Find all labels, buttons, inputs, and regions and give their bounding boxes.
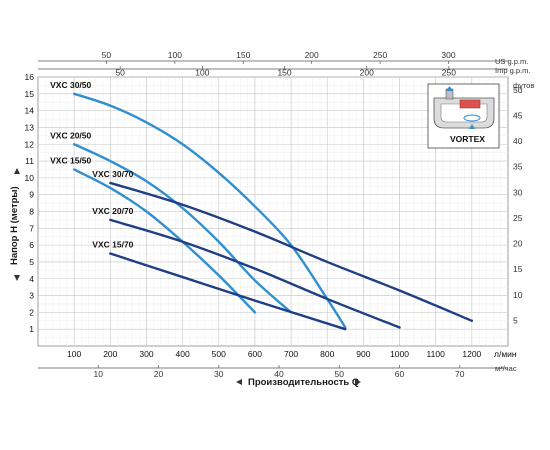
x-axis-title: Производительность Q <box>248 377 359 388</box>
x-tick-label: 500 <box>212 349 226 359</box>
us-tick-label: 150 <box>236 50 250 60</box>
us-tick-label: 250 <box>373 50 387 60</box>
m3-tick-label: 70 <box>455 369 465 379</box>
m3-tick-label: 20 <box>154 369 164 379</box>
y2-unit-label: футов <box>513 81 534 90</box>
series-line-vxc-30-70 <box>109 181 474 322</box>
y-tick-label: 16 <box>25 72 35 82</box>
x-tick-label: 1200 <box>462 349 481 359</box>
inlet-swirl-icon <box>463 114 481 122</box>
y-axis-arrows <box>14 168 20 281</box>
y-tick-label: 9 <box>29 190 34 200</box>
y2-tick-label: 45 <box>513 110 523 120</box>
x-tick-label: 200 <box>103 349 117 359</box>
series-line-vxc-15-70 <box>109 252 347 331</box>
y-tick-label: 14 <box>25 106 35 116</box>
inset-label: VORTEX <box>450 134 485 144</box>
x-axis-arrow-right <box>355 379 361 385</box>
y2-tick-label: 25 <box>513 213 523 223</box>
us-tick-label: 200 <box>305 50 319 60</box>
y-axis-arrow-down <box>14 275 20 281</box>
flow-arrow-up-icon <box>446 86 453 91</box>
x-axis-arrow-left <box>236 379 242 385</box>
series-label-vxc-20-70: VXC 20/70 <box>92 206 133 216</box>
y2-tick-label: 20 <box>513 239 523 249</box>
series-label-vxc-30-50: VXC 30/50 <box>50 80 91 90</box>
y2-tick-label: 50 <box>513 85 523 95</box>
us-tick-label: 50 <box>102 50 112 60</box>
y-tick-label: 13 <box>25 122 35 132</box>
impeller-icon <box>459 99 481 109</box>
y2-axis-ticks: 5 10 15 20 25 30 35 40 45 50 <box>513 85 523 326</box>
x-tick-label: 800 <box>320 349 334 359</box>
y-tick-label: 3 <box>29 291 34 301</box>
x-unit-label: л/мин <box>494 349 517 359</box>
imp-tick-label: 50 <box>115 68 125 78</box>
imp-tick-label: 150 <box>277 68 291 78</box>
series-label-vxc-15-70: VXC 15/70 <box>92 240 133 250</box>
y2-tick-label: 35 <box>513 162 523 172</box>
x-tick-label: 400 <box>176 349 190 359</box>
y-tick-label: 4 <box>29 274 34 284</box>
y-tick-label: 6 <box>29 240 34 250</box>
y-tick-label: 5 <box>29 257 34 267</box>
x-tick-label: 900 <box>356 349 370 359</box>
pump-chamber-icon <box>440 103 488 123</box>
imp-unit-label: Imp g.p.m. <box>495 66 530 75</box>
y2-tick-label: 30 <box>513 187 523 197</box>
flow-arrow-inlet-icon <box>469 124 475 129</box>
vortex-inset: VORTEX <box>427 83 500 149</box>
m3-tick-label: 40 <box>274 369 284 379</box>
y2-tick-label: 5 <box>513 315 518 325</box>
m3-tick-label: 30 <box>214 369 224 379</box>
series-label-vxc-20-50: VXC 20/50 <box>50 130 91 140</box>
series-lines <box>72 92 474 331</box>
series-line-vxc-20-50 <box>72 143 293 314</box>
x-tick-label: 600 <box>248 349 262 359</box>
us-unit-label: US g.p.m. <box>495 57 528 66</box>
x-axis-arrows <box>236 379 361 385</box>
y-tick-label: 7 <box>29 223 34 233</box>
x-tick-label: 300 <box>139 349 153 359</box>
y-tick-label: 11 <box>25 156 34 166</box>
series-line-vxc-30-50 <box>72 92 347 329</box>
imp-tick-label: 250 <box>442 68 456 78</box>
y2-tick-label: 15 <box>513 264 523 274</box>
series-label-vxc-30-70: VXC 30/70 <box>92 169 133 179</box>
y-tick-label: 15 <box>25 89 35 99</box>
x-tick-label: 1100 <box>427 349 446 359</box>
us-tick-label: 100 <box>168 50 182 60</box>
m3-tick-label: 60 <box>395 369 405 379</box>
y-axis-arrow-up <box>14 168 20 174</box>
x-tick-label: 100 <box>67 349 81 359</box>
y2-tick-label: 40 <box>513 136 523 146</box>
imp-tick-group: 50 100 150 200 250 <box>115 66 456 78</box>
y-tick-label: 1 <box>29 324 34 334</box>
series-line-vxc-20-70 <box>109 218 401 329</box>
imp-tick-label: 100 <box>195 68 209 78</box>
us-tick-label: 300 <box>441 50 455 60</box>
m3-tick-label: 50 <box>335 369 345 379</box>
us-tick-group: 50 100 150 200 250 300 <box>102 50 456 64</box>
top-axes: 50 100 150 200 250 300 50 100 150 200 250 US g.p.… <box>38 50 530 78</box>
x-axis-ticks: 100 200 300 400 500 600 700 800 900 1000 1100 1200 <box>67 349 482 359</box>
y2-tick-label: 10 <box>513 290 523 300</box>
m3-unit-label: м³/час <box>495 364 517 373</box>
y-axis-title: Напор H (метры) <box>9 186 20 265</box>
series-line-vxc-15-50 <box>72 168 257 314</box>
y-tick-label: 10 <box>25 173 35 183</box>
y-tick-label: 8 <box>29 207 34 217</box>
series-label-vxc-15-50: VXC 15/50 <box>50 155 91 165</box>
y-tick-label: 12 <box>25 139 35 149</box>
x-tick-label: 700 <box>284 349 298 359</box>
m3-tick-label: 10 <box>94 369 104 379</box>
m3-tick-group: 10 20 30 40 50 60 70 <box>94 365 465 379</box>
grid-major <box>38 76 508 346</box>
imp-tick-label: 200 <box>360 68 374 78</box>
x-tick-label: 1000 <box>390 349 409 359</box>
y-tick-label: 2 <box>29 307 34 317</box>
